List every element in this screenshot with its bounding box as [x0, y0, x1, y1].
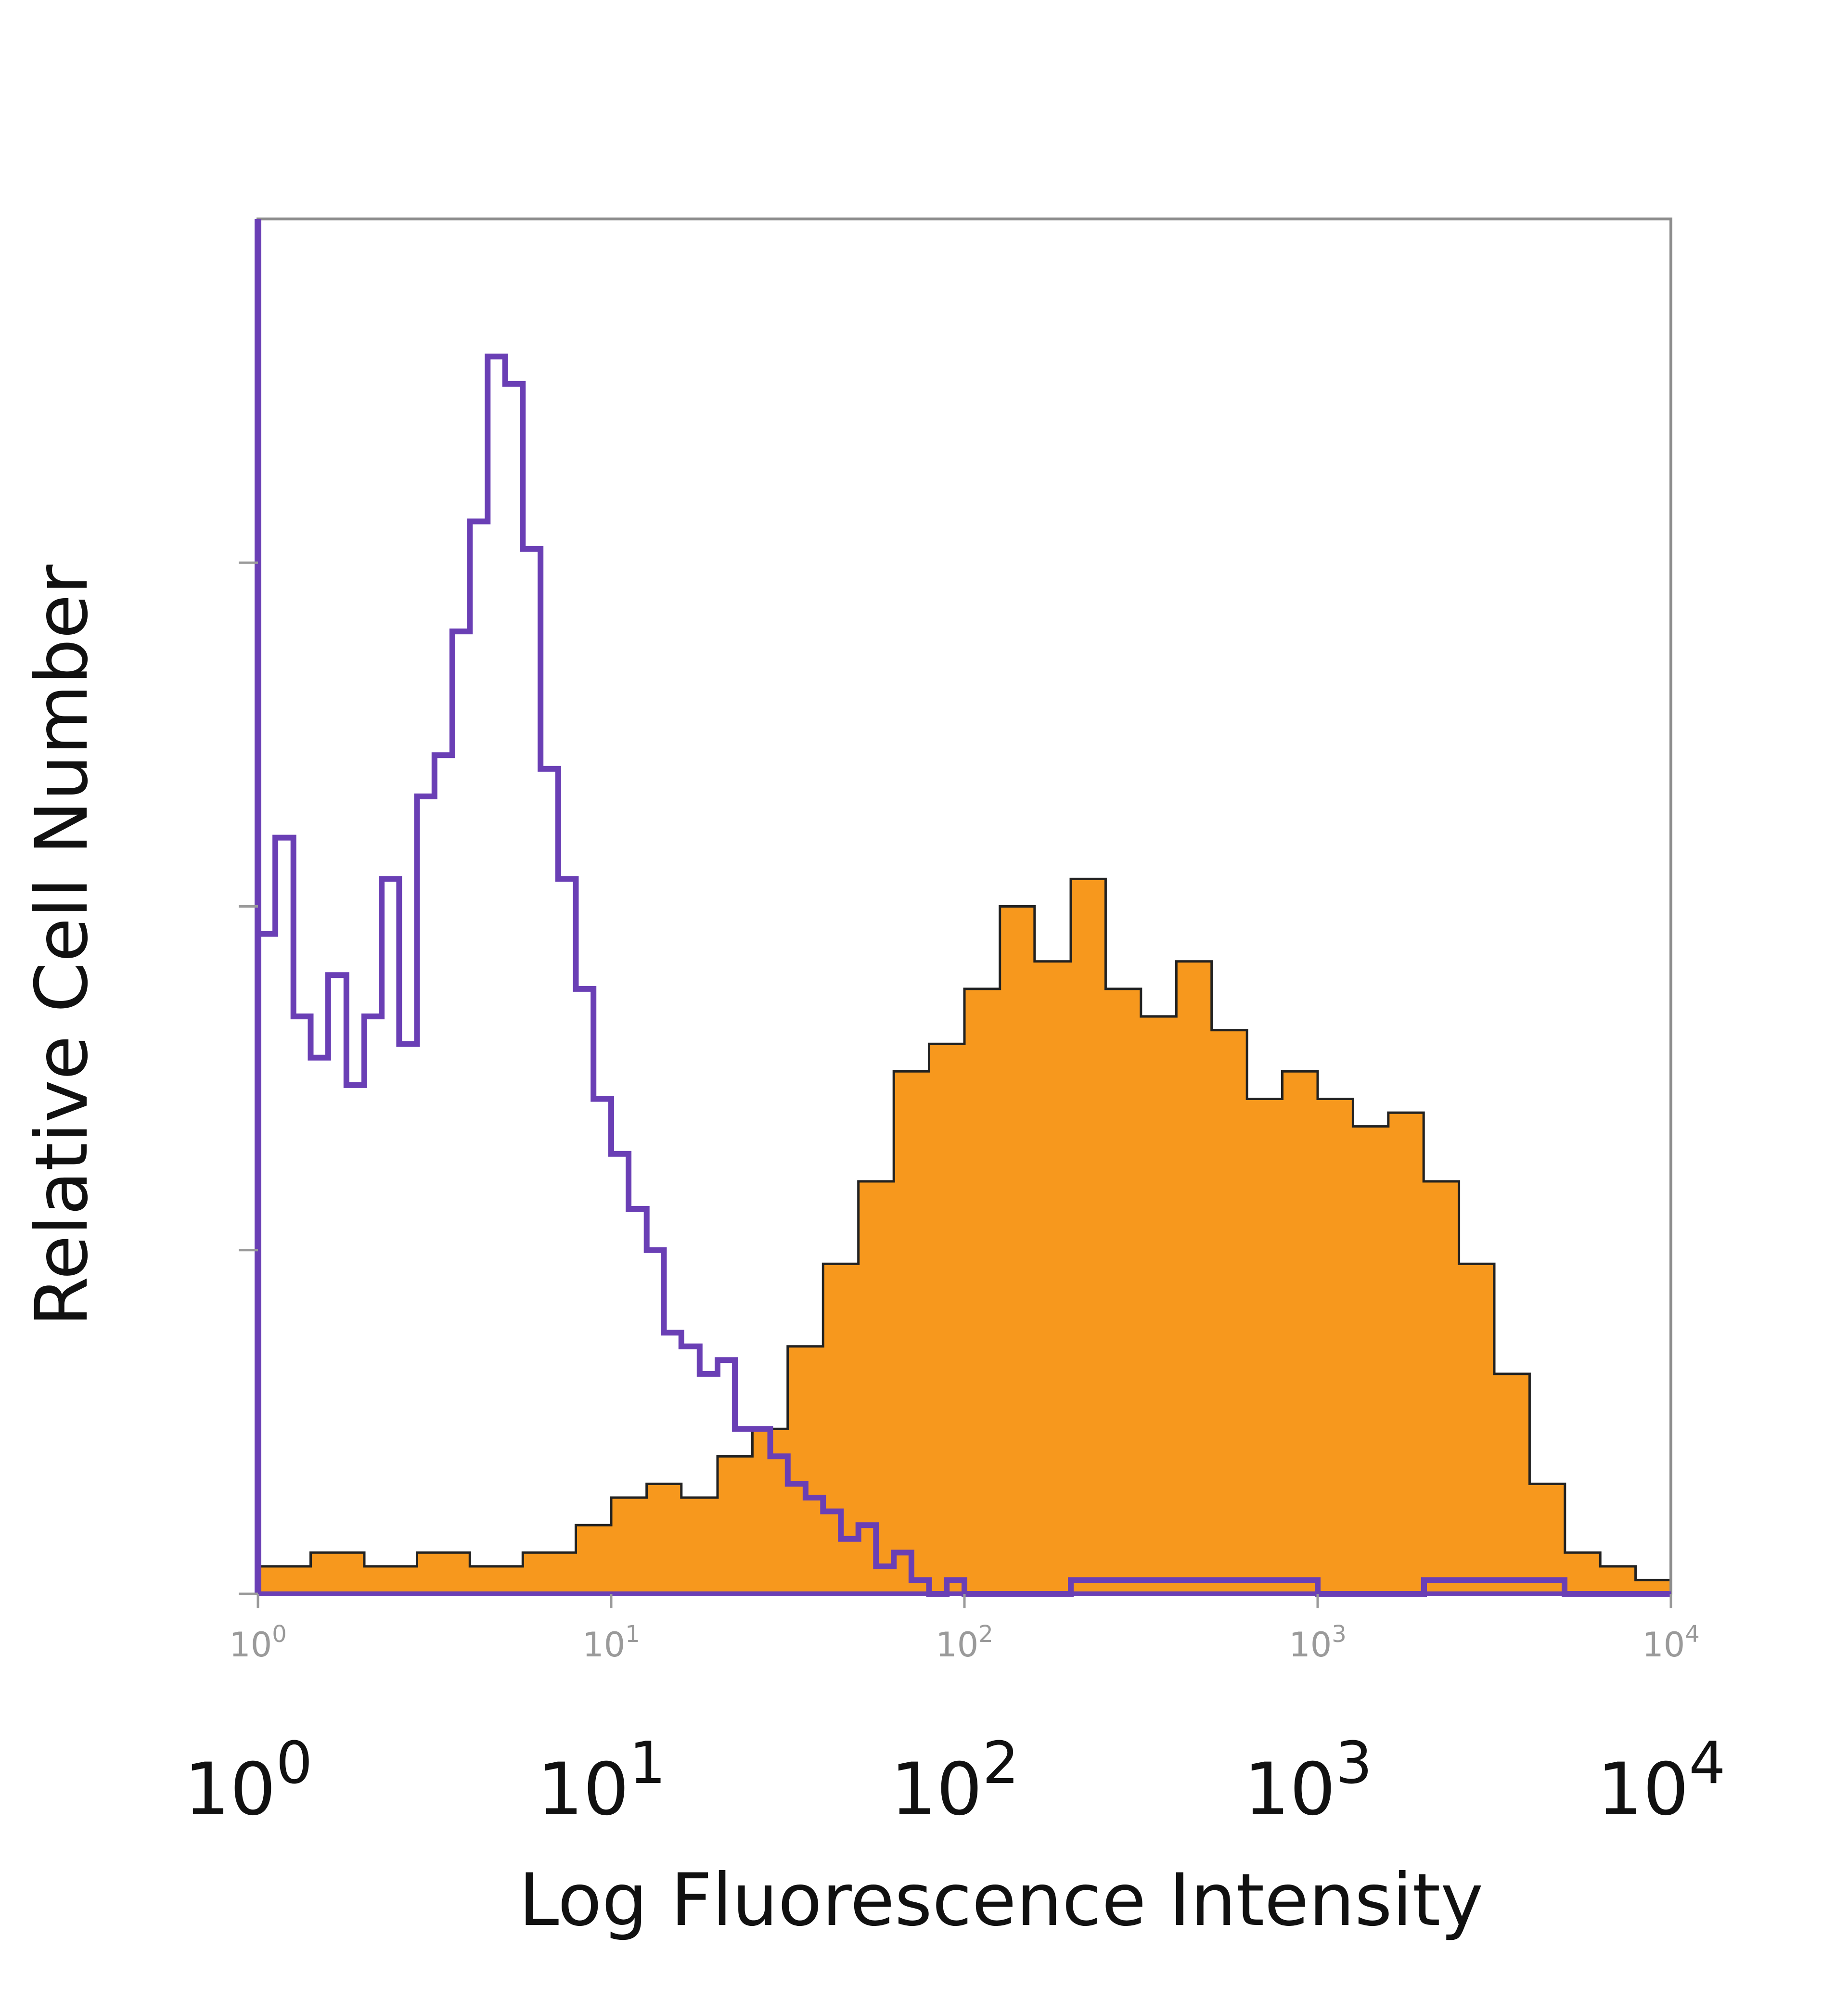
- x-tick-label-small: 104: [1642, 1621, 1700, 1665]
- outline-histogram-line: [258, 353, 1671, 1597]
- series-layer: [258, 353, 1672, 1597]
- y-axis-title: Relative Cell Number: [20, 564, 104, 1327]
- tick-layer: [239, 561, 1672, 1608]
- x-axis-title: Log Fluorescence Intensity: [519, 1859, 1483, 1942]
- x-tick-label-small: 101: [582, 1621, 640, 1665]
- filled-histogram-area: [258, 879, 1671, 1594]
- filled-histogram-edge: [258, 877, 1672, 1594]
